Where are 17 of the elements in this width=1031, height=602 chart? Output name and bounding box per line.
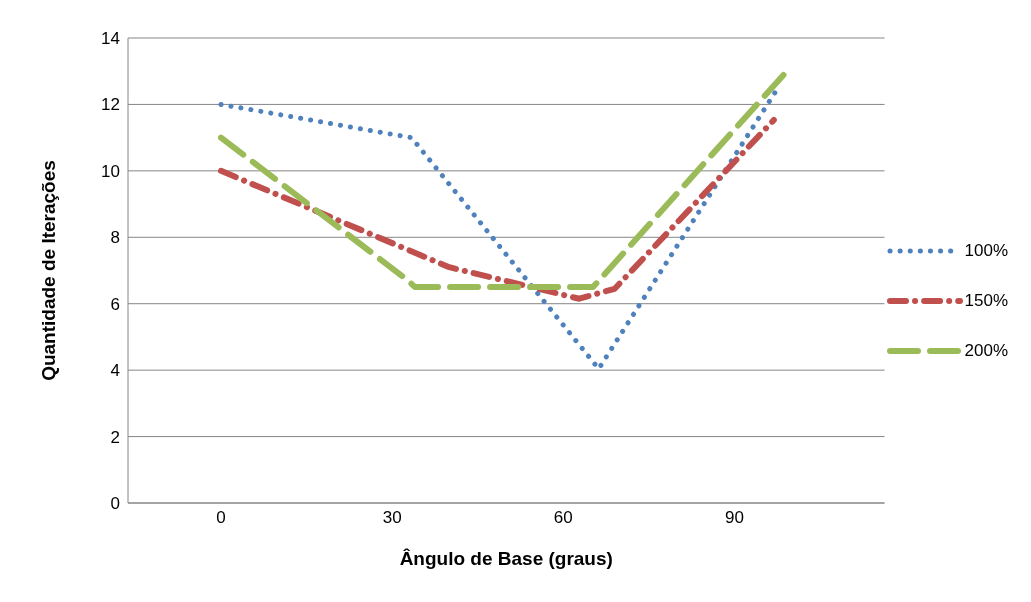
y-tick-label: 2 — [110, 427, 120, 447]
y-tick-label: 14 — [101, 29, 120, 49]
legend-label: 200% — [964, 340, 1008, 361]
y-tick-label: 6 — [110, 294, 120, 314]
legend-label: 150% — [964, 290, 1008, 311]
x-tick-label: 30 — [382, 508, 402, 528]
y-tick-label: 10 — [101, 161, 120, 181]
y-axis-title: Quantidade de Iterações — [37, 160, 59, 381]
y-tick-label: 4 — [110, 361, 120, 381]
y-tick-label: 8 — [110, 228, 120, 248]
x-tick-label: 90 — [725, 508, 744, 528]
x-tick-label: 0 — [216, 508, 226, 528]
x-tick-label: 60 — [553, 508, 573, 528]
y-tick-label: 0 — [110, 494, 120, 514]
y-tick-label: 12 — [101, 95, 120, 115]
x-axis-title: Ângulo de Base (graus) — [399, 548, 613, 569]
legend-label: 100% — [964, 240, 1008, 261]
